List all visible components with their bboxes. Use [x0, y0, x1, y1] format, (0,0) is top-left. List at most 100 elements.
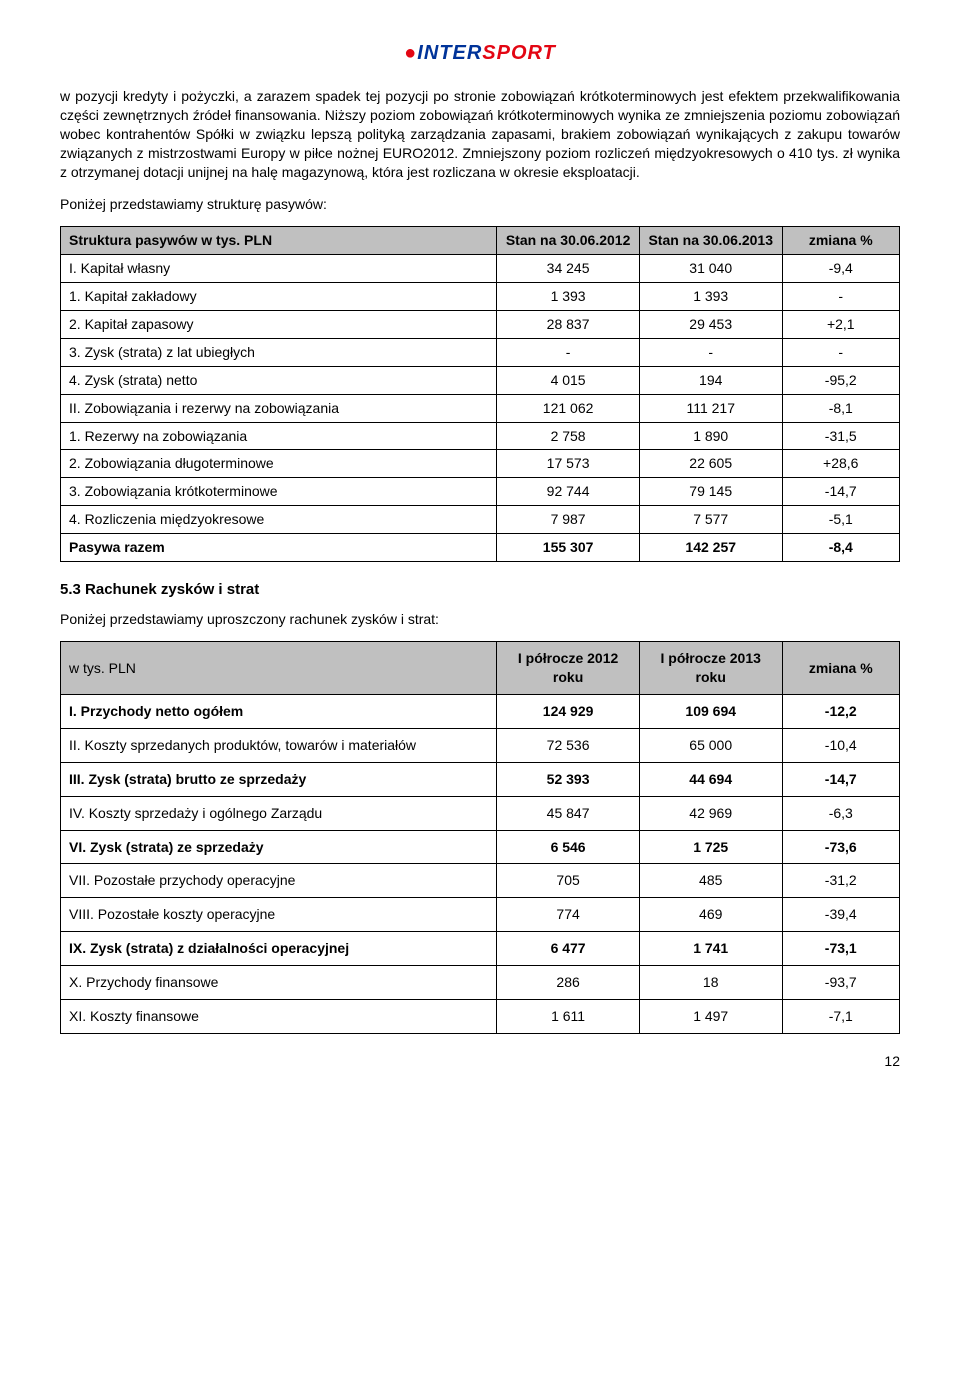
row-value: 1 725 [639, 830, 782, 864]
table-rachunek: w tys. PLNI półrocze 2012 rokuI półrocze… [60, 641, 900, 1034]
row-label: 3. Zysk (strata) z lat ubiegłych [61, 338, 497, 366]
row-label: VI. Zysk (strata) ze sprzedaży [61, 830, 497, 864]
table-row: 1. Kapitał zakładowy1 3931 393- [61, 283, 900, 311]
row-value: 142 257 [639, 534, 782, 562]
row-value: - [782, 338, 899, 366]
table-row: 4. Zysk (strata) netto4 015194-95,2 [61, 366, 900, 394]
table-row: I. Kapitał własny34 24531 040-9,4 [61, 255, 900, 283]
row-value: 29 453 [639, 311, 782, 339]
table-header: Stan na 30.06.2012 [497, 227, 640, 255]
row-value: 469 [639, 898, 782, 932]
row-value: 1 393 [639, 283, 782, 311]
row-label: III. Zysk (strata) brutto ze sprzedaży [61, 762, 497, 796]
row-value: -8,4 [782, 534, 899, 562]
row-value: -73,1 [782, 932, 899, 966]
table-header: zmiana % [782, 227, 899, 255]
table-header: I półrocze 2012 roku [497, 642, 640, 695]
row-value: -31,5 [782, 422, 899, 450]
table-row: 1. Rezerwy na zobowiązania2 7581 890-31,… [61, 422, 900, 450]
row-value: 42 969 [639, 796, 782, 830]
row-value: 1 393 [497, 283, 640, 311]
page-number: 12 [60, 1052, 900, 1071]
table-row: VIII. Pozostałe koszty operacyjne774469-… [61, 898, 900, 932]
row-label: 1. Rezerwy na zobowiązania [61, 422, 497, 450]
row-value: 774 [497, 898, 640, 932]
row-label: VII. Pozostałe przychody operacyjne [61, 864, 497, 898]
table-pasywa: Struktura pasywów w tys. PLNStan na 30.0… [60, 226, 900, 562]
paragraph-sub2: Poniżej przedstawiamy uproszczony rachun… [60, 610, 900, 629]
row-value: -10,4 [782, 728, 899, 762]
row-value: -12,2 [782, 694, 899, 728]
row-value: 705 [497, 864, 640, 898]
row-value: -39,4 [782, 898, 899, 932]
table-row: II. Koszty sprzedanych produktów, towaró… [61, 728, 900, 762]
row-value: -14,7 [782, 478, 899, 506]
table-row: 2. Kapitał zapasowy28 83729 453+2,1 [61, 311, 900, 339]
logo: ●INTERSPORT [60, 40, 900, 67]
row-value: -6,3 [782, 796, 899, 830]
row-value: 44 694 [639, 762, 782, 796]
row-value: +2,1 [782, 311, 899, 339]
row-label: 4. Rozliczenia międzyokresowe [61, 506, 497, 534]
table-header: Stan na 30.06.2013 [639, 227, 782, 255]
row-label: I. Przychody netto ogółem [61, 694, 497, 728]
row-value: -14,7 [782, 762, 899, 796]
table-row: 4. Rozliczenia międzyokresowe7 9877 577-… [61, 506, 900, 534]
row-value: 2 758 [497, 422, 640, 450]
row-value: 1 497 [639, 999, 782, 1033]
row-label: II. Zobowiązania i rezerwy na zobowiązan… [61, 394, 497, 422]
row-value: 79 145 [639, 478, 782, 506]
row-value: -73,6 [782, 830, 899, 864]
table-header: w tys. PLN [61, 642, 497, 695]
table-row: X. Przychody finansowe28618-93,7 [61, 966, 900, 1000]
heading-5-3: 5.3 Rachunek zysków i strat [60, 580, 900, 600]
row-value: +28,6 [782, 450, 899, 478]
row-value: 31 040 [639, 255, 782, 283]
row-value: 92 744 [497, 478, 640, 506]
table-row: VI. Zysk (strata) ze sprzedaży6 5461 725… [61, 830, 900, 864]
row-value: 22 605 [639, 450, 782, 478]
row-label: VIII. Pozostałe koszty operacyjne [61, 898, 497, 932]
row-value: 7 577 [639, 506, 782, 534]
row-value: 72 536 [497, 728, 640, 762]
row-value: 34 245 [497, 255, 640, 283]
row-value: 17 573 [497, 450, 640, 478]
row-value: 18 [639, 966, 782, 1000]
row-label: I. Kapitał własny [61, 255, 497, 283]
row-value: 121 062 [497, 394, 640, 422]
table-row: XI. Koszty finansowe1 6111 497-7,1 [61, 999, 900, 1033]
row-label: 1. Kapitał zakładowy [61, 283, 497, 311]
row-value: -8,1 [782, 394, 899, 422]
row-value: 6 477 [497, 932, 640, 966]
row-label: XI. Koszty finansowe [61, 999, 497, 1033]
logo-dot: ● [404, 42, 417, 64]
row-value: 485 [639, 864, 782, 898]
row-label: 2. Zobowiązania długoterminowe [61, 450, 497, 478]
paragraph-sub1: Poniżej przedstawiamy strukturę pasywów: [60, 195, 900, 214]
row-value: 286 [497, 966, 640, 1000]
row-value: 4 015 [497, 366, 640, 394]
table-row: I. Przychody netto ogółem124 929109 694-… [61, 694, 900, 728]
table-row: IX. Zysk (strata) z działalności operacy… [61, 932, 900, 966]
row-value: 6 546 [497, 830, 640, 864]
row-value: - [782, 283, 899, 311]
row-value: 1 611 [497, 999, 640, 1033]
row-label: IX. Zysk (strata) z działalności operacy… [61, 932, 497, 966]
row-label: IV. Koszty sprzedaży i ogólnego Zarządu [61, 796, 497, 830]
table-row: II. Zobowiązania i rezerwy na zobowiązan… [61, 394, 900, 422]
table-row: VII. Pozostałe przychody operacyjne70548… [61, 864, 900, 898]
row-value: -9,4 [782, 255, 899, 283]
row-value: 45 847 [497, 796, 640, 830]
table-header: I półrocze 2013 roku [639, 642, 782, 695]
row-value: -5,1 [782, 506, 899, 534]
table-row: Pasywa razem155 307142 257-8,4 [61, 534, 900, 562]
logo-inter: INTER [417, 42, 482, 64]
table-header: zmiana % [782, 642, 899, 695]
logo-sport: SPORT [482, 42, 556, 64]
row-value: 28 837 [497, 311, 640, 339]
row-value: 111 217 [639, 394, 782, 422]
row-label: 2. Kapitał zapasowy [61, 311, 497, 339]
row-label: 4. Zysk (strata) netto [61, 366, 497, 394]
row-value: -93,7 [782, 966, 899, 1000]
table-row: 2. Zobowiązania długoterminowe17 57322 6… [61, 450, 900, 478]
